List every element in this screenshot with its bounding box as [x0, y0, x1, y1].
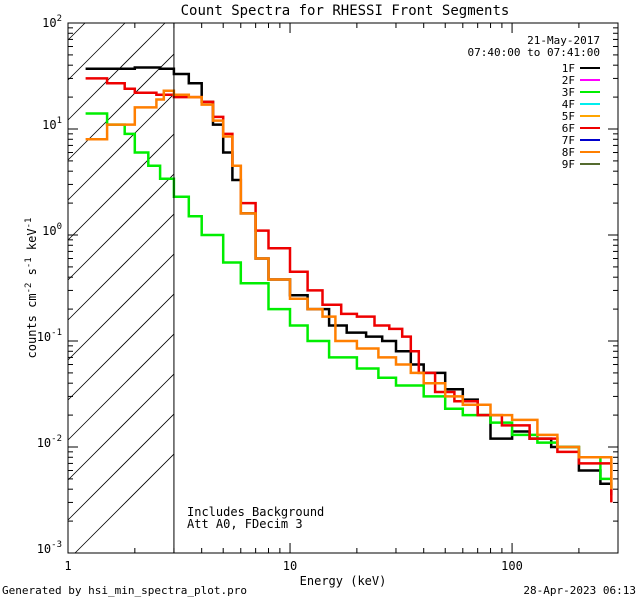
series-layer	[85, 66, 613, 503]
legend-label: 2F	[562, 74, 575, 87]
series-line-6F	[85, 77, 613, 503]
y-tick-labels: 10-3 10-2 10-1 100 101 102	[37, 14, 62, 556]
series-line-3F	[85, 112, 613, 490]
y-axis-label: counts cm-2 s-1 keV-1	[24, 218, 39, 359]
hatch-line	[67, 373, 175, 481]
legend-label: 8F	[562, 146, 575, 159]
y-tick-label: 10-1	[37, 328, 62, 344]
x-tick-label: 100	[501, 559, 523, 573]
generated-by: Generated by hsi_min_spectra_plot.pro	[2, 584, 247, 597]
series-line-1F	[85, 66, 613, 496]
y-tick-label: 10-3	[37, 540, 62, 556]
hatch-line	[67, 22, 126, 81]
hatch-line	[67, 213, 175, 321]
plot-frame	[67, 22, 619, 554]
x-tick-label: 1	[64, 559, 71, 573]
series-line-8F	[85, 89, 613, 490]
x-tick-labels: 1 10 100	[64, 559, 522, 573]
chart-title: Count Spectra for RHESSI Front Segments	[181, 3, 510, 19]
timestamp: 28-Apr-2023 06:13	[523, 584, 636, 597]
hatch-line	[67, 293, 175, 401]
y-tick-label: 102	[42, 14, 62, 30]
hatch-line	[74, 453, 175, 554]
hatch-line	[67, 173, 175, 281]
legend-label: 4F	[562, 98, 575, 111]
hatch-line	[67, 333, 175, 441]
x-tick-label: 10	[283, 559, 297, 573]
axis-ticks	[67, 22, 619, 554]
annotation-background: Includes Background	[187, 505, 324, 519]
observation-date: 21-May-2017	[527, 34, 600, 47]
legend-label: 7F	[562, 134, 575, 147]
observation-time-range: 07:40:00 to 07:41:00	[468, 46, 600, 59]
legend-label: 5F	[562, 110, 575, 123]
hatch-line	[67, 53, 175, 161]
hatch-line	[67, 22, 166, 121]
legend-label: 6F	[562, 122, 575, 135]
legend-label: 9F	[562, 158, 575, 171]
x-axis-label: Energy (keV)	[300, 574, 387, 588]
y-tick-label: 100	[42, 222, 62, 238]
y-tick-label: 101	[42, 116, 62, 132]
y-tick-label: 10-2	[37, 434, 62, 450]
legend-label: 3F	[562, 86, 575, 99]
excluded-region-hatch	[67, 22, 175, 554]
hatch-line	[67, 253, 175, 361]
hatch-line	[67, 93, 175, 201]
hatch-line	[67, 22, 86, 41]
hatch-line	[67, 133, 175, 241]
annotation-attenuator: Att A0, FDecim 3	[187, 517, 303, 531]
legend-label: 1F	[562, 62, 575, 75]
hatch-line	[67, 413, 175, 521]
